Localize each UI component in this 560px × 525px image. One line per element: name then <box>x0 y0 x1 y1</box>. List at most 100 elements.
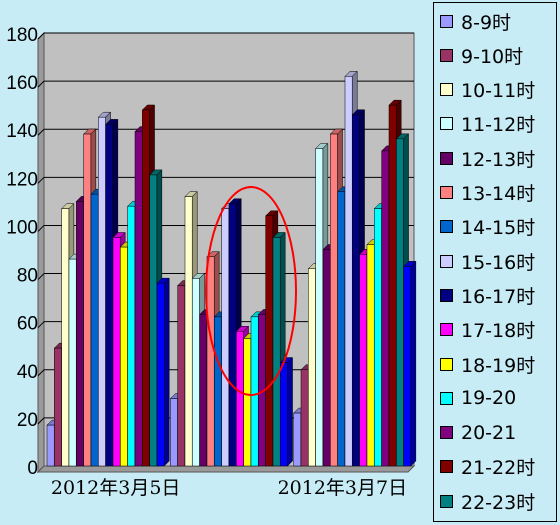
legend-item: 18-19时 <box>440 349 535 379</box>
legend-swatch <box>440 186 453 199</box>
legend-label: 19-20 <box>461 387 517 410</box>
legend-item: 12-13时 <box>440 143 535 173</box>
legend-item: 20-21 <box>440 418 516 448</box>
y-tick-label: 180 <box>6 25 38 46</box>
bar <box>308 268 316 467</box>
legend-swatch <box>440 117 453 131</box>
legend-swatch <box>440 48 453 62</box>
legend-swatch <box>440 83 453 97</box>
legend-swatch <box>440 151 453 165</box>
legend-item: 13-14时 <box>440 178 535 208</box>
bar <box>83 133 92 467</box>
legend-label: 22-23时 <box>461 491 536 514</box>
y-tick-label: 140 <box>6 121 38 142</box>
x-tick-label: 2012年3月5日 <box>51 477 181 499</box>
legend-item: 16-17时 <box>440 280 535 310</box>
bar <box>214 316 222 467</box>
bar <box>149 174 158 467</box>
bar <box>134 131 143 467</box>
bar <box>46 424 55 467</box>
bar <box>199 314 208 467</box>
legend-label: 18-19时 <box>461 354 536 377</box>
bar-side <box>287 356 293 467</box>
legend-label: 20-21 <box>461 421 517 444</box>
plot-floor <box>36 465 416 473</box>
legend-swatch <box>440 494 453 508</box>
bar <box>293 412 302 467</box>
gridline-wall <box>37 32 45 40</box>
legend-swatch <box>440 426 453 440</box>
bar <box>54 347 62 467</box>
bar <box>105 124 114 467</box>
legend-item: 10-11时 <box>440 75 535 105</box>
legend-label: 9-10时 <box>461 45 524 68</box>
y-tick-label: 100 <box>6 217 38 238</box>
legend-swatch <box>440 357 453 371</box>
bar <box>112 237 121 467</box>
legend-swatch <box>440 14 453 28</box>
gridline-wall <box>37 369 45 377</box>
bar <box>156 282 165 467</box>
bar <box>315 148 324 467</box>
gridline-wall <box>37 273 45 280</box>
legend-item: 19-20 <box>440 383 516 413</box>
legend-label: 10-11时 <box>461 80 536 103</box>
legend-label: 15-16时 <box>461 251 536 274</box>
bar <box>221 208 230 467</box>
x-tick-label: 2012年3月7日 <box>278 477 408 499</box>
bar <box>366 244 375 467</box>
legend-item: 8-9时 <box>440 6 511 36</box>
legend-item: 14-15时 <box>440 212 535 242</box>
bar <box>359 254 368 467</box>
bar <box>98 116 106 467</box>
legend-swatch <box>440 220 453 234</box>
bar <box>322 249 331 467</box>
bar <box>228 203 237 467</box>
legend-label: 16-17时 <box>461 285 536 308</box>
gridline-wall <box>37 417 45 425</box>
y-tick-label: 0 <box>27 458 38 479</box>
bar <box>68 258 77 467</box>
legend-item: 11-12时 <box>440 109 535 139</box>
legend-label: 8-9时 <box>461 11 512 34</box>
bar <box>300 369 309 467</box>
y-tick-label: 80 <box>17 266 38 287</box>
bar-side <box>163 277 170 467</box>
legend-swatch <box>440 254 453 268</box>
bar <box>127 205 136 467</box>
bar <box>250 316 259 467</box>
legend-item: 17-18时 <box>440 315 535 345</box>
gridline-wall <box>37 80 45 88</box>
y-tick-label: 120 <box>6 169 38 190</box>
y-tick-label: 160 <box>6 73 38 94</box>
bar <box>170 398 178 467</box>
bar <box>337 191 346 467</box>
bar <box>374 208 382 467</box>
bar <box>76 201 84 467</box>
legend-item: 22-23时 <box>440 486 535 516</box>
bar <box>272 237 281 467</box>
bar <box>330 133 338 467</box>
bar <box>120 246 128 467</box>
legend-label: 12-13时 <box>461 148 536 171</box>
legend-swatch <box>440 391 453 405</box>
bar <box>206 256 215 467</box>
gridline-wall <box>37 128 45 136</box>
legend-label: 14-15时 <box>461 217 536 240</box>
y-tick-label: 60 <box>17 314 38 335</box>
gridline-wall <box>37 176 45 184</box>
legend-item: 21-22时 <box>440 452 535 482</box>
bar <box>352 114 360 467</box>
bar <box>90 193 99 467</box>
bar <box>396 138 404 467</box>
plot-side-wall <box>37 31 45 474</box>
y-tick-label: 20 <box>17 410 38 431</box>
bar <box>177 285 186 467</box>
bar-side <box>410 260 417 467</box>
gridline-wall <box>37 225 45 232</box>
legend-swatch <box>440 288 453 302</box>
gridline-wall <box>37 321 45 329</box>
legend-swatch <box>440 460 453 474</box>
bar <box>381 150 390 467</box>
